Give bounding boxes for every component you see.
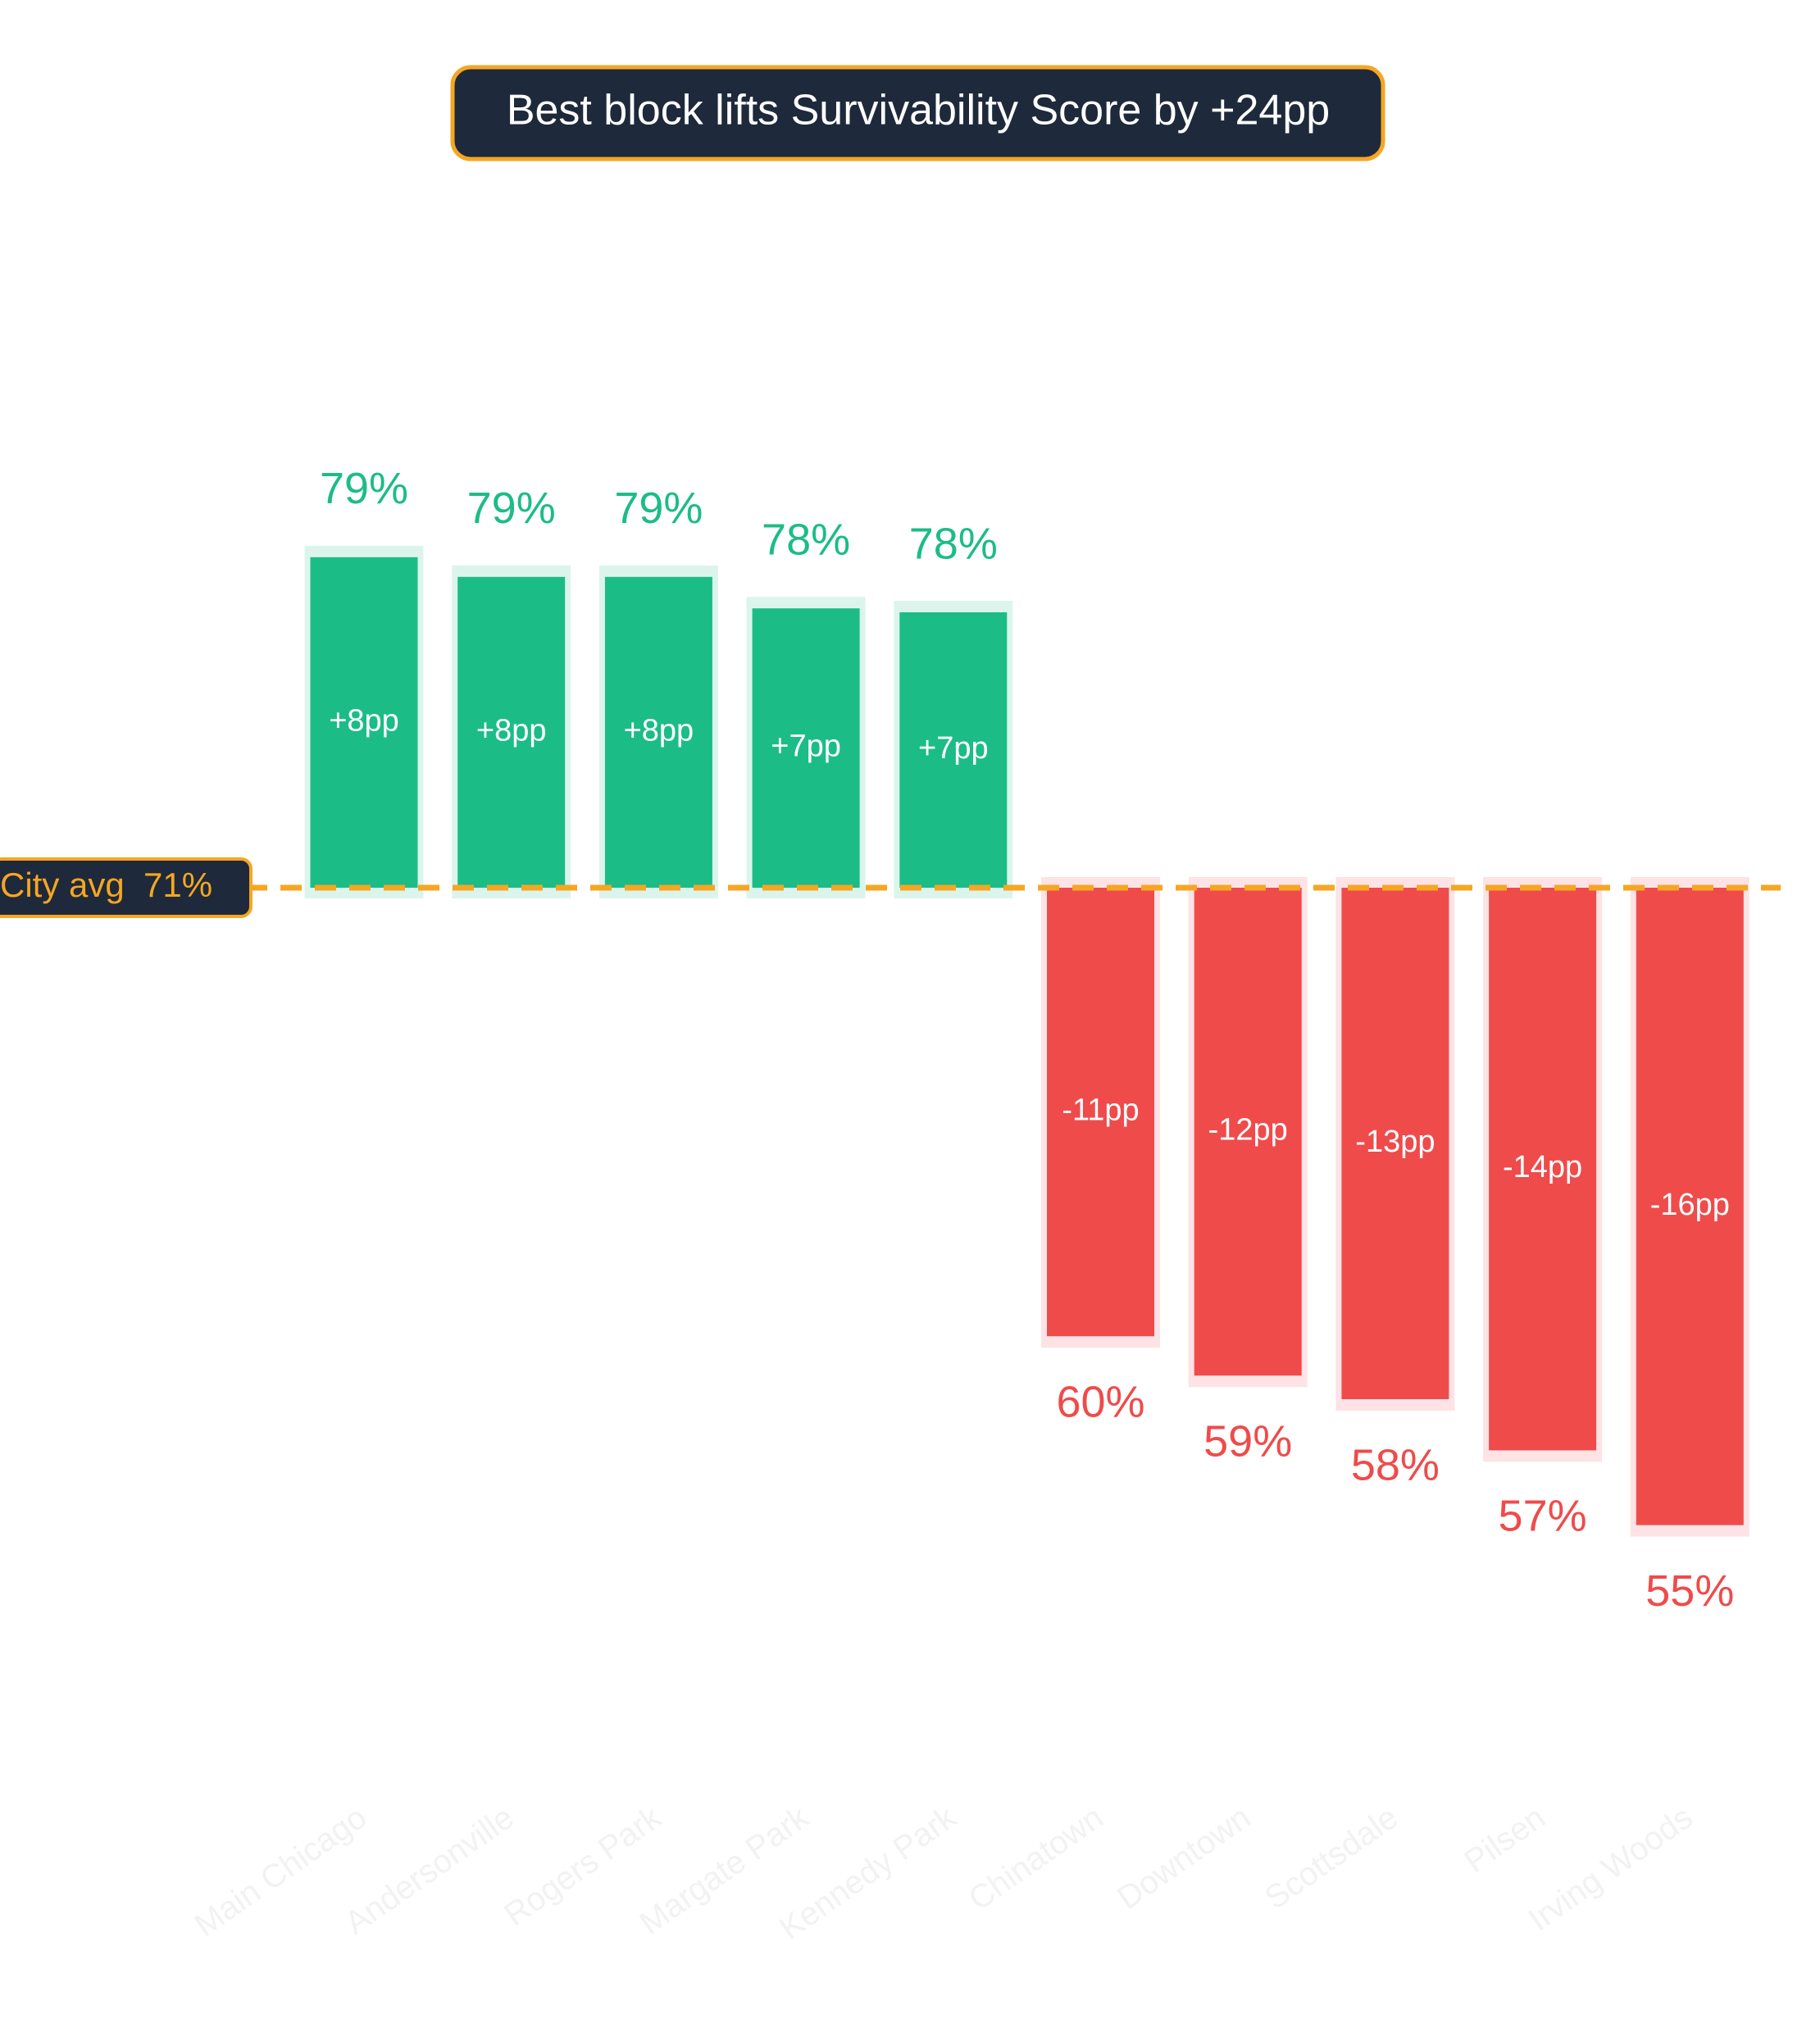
delta-label: -13pp (1355, 1125, 1435, 1159)
value-label: 79% (320, 464, 408, 513)
value-label: 79% (614, 484, 703, 533)
delta-label: +8pp (476, 713, 547, 748)
x-tick-label: Downtown (1111, 1799, 1257, 1916)
x-tick-label: Chinatown (962, 1799, 1110, 1917)
delta-label: +7pp (771, 730, 841, 764)
title-box (450, 65, 1385, 161)
bar (1047, 888, 1154, 1337)
bar (457, 576, 566, 888)
bar (1194, 888, 1302, 1376)
delta-label: +8pp (624, 713, 694, 748)
value-label: 78% (762, 515, 850, 564)
delta-label: -11pp (1062, 1093, 1139, 1128)
value-label: 79% (467, 484, 556, 533)
bar (1341, 888, 1449, 1399)
value-label: 78% (909, 519, 998, 568)
x-tick-label: Irving Woods (1522, 1799, 1699, 1939)
delta-label: +8pp (329, 703, 399, 738)
delta-label: -12pp (1208, 1113, 1288, 1148)
x-tick-label: Scottsdale (1258, 1799, 1404, 1916)
value-label: 55% (1645, 1566, 1734, 1616)
bar (1636, 888, 1744, 1525)
bar (310, 557, 418, 888)
delta-label: -16pp (1650, 1188, 1730, 1222)
value-label: 57% (1499, 1492, 1587, 1541)
delta-label: -14pp (1503, 1150, 1582, 1184)
bar (899, 612, 1008, 888)
delta-label: +7pp (918, 731, 989, 766)
bar (604, 576, 712, 888)
value-label: 59% (1203, 1416, 1292, 1466)
reference-label: City avg 71% (0, 866, 212, 904)
value-label: 60% (1056, 1377, 1144, 1426)
chart-title: Best block lifts Survivability Score by … (507, 87, 1330, 134)
reference-label-box (0, 857, 253, 918)
x-tick-label: Pilsen (1458, 1799, 1551, 1880)
value-label: 58% (1351, 1440, 1440, 1489)
bar (752, 608, 860, 888)
bar (1489, 888, 1597, 1451)
